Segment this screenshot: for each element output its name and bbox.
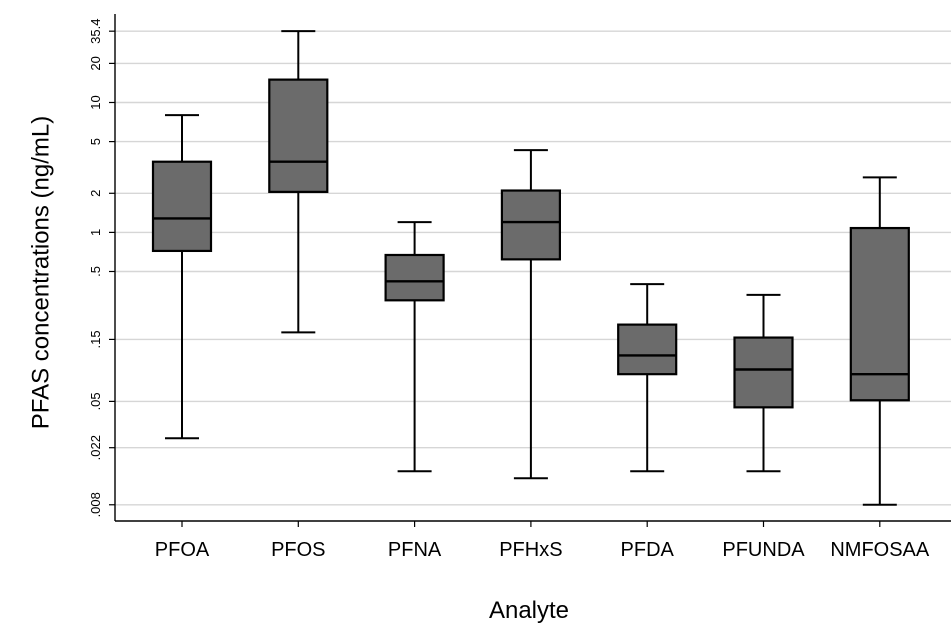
y-tick-label: .15 bbox=[88, 330, 103, 348]
x-tick-label: PFOA bbox=[155, 539, 210, 561]
box-plot-pfoa bbox=[151, 114, 213, 440]
box-plot-pfos bbox=[268, 30, 329, 334]
x-tick-label: PFHxS bbox=[499, 539, 562, 561]
box-plot-pfda bbox=[617, 283, 678, 473]
y-tick-label: 1 bbox=[88, 229, 103, 236]
iqr-box bbox=[733, 336, 794, 409]
y-axis-ticks: .008 .022 .05 .15 .5 1 2 5 10 20 35.4 bbox=[88, 19, 115, 517]
iqr-box bbox=[151, 160, 213, 253]
box-plot-pfunda bbox=[733, 293, 794, 473]
box-plot-nmfosaa bbox=[849, 176, 910, 506]
grid-lines bbox=[115, 30, 951, 506]
iqr-box bbox=[617, 323, 678, 376]
y-tick-label: .022 bbox=[88, 435, 103, 460]
iqr-box bbox=[500, 189, 561, 261]
x-axis-title: Analyte bbox=[489, 597, 569, 624]
y-axis-title: PFAS concentrations (ng/mL) bbox=[27, 116, 54, 429]
y-tick-label: 35.4 bbox=[88, 19, 103, 44]
box-plot-pfhxs bbox=[500, 149, 561, 480]
axes bbox=[114, 14, 951, 522]
x-tick-label: PFOS bbox=[271, 539, 325, 561]
box-plot-pfna bbox=[384, 221, 445, 473]
x-tick-label: PFNA bbox=[388, 539, 442, 561]
x-tick-label: PFUNDA bbox=[722, 539, 805, 561]
x-tick-label: PFDA bbox=[621, 539, 675, 561]
y-tick-label: 5 bbox=[88, 138, 103, 145]
x-axis-ticks: PFOA PFOS PFNA PFHxS PFDA PFUNDA NMFOSAA bbox=[155, 521, 930, 561]
iqr-box bbox=[268, 78, 329, 193]
iqr-box bbox=[849, 226, 910, 402]
iqr-box bbox=[384, 253, 445, 302]
y-tick-label: .5 bbox=[88, 266, 103, 277]
y-tick-label: .008 bbox=[88, 492, 103, 517]
y-tick-label: 20 bbox=[88, 56, 103, 70]
y-tick-label: .05 bbox=[88, 392, 103, 410]
y-tick-label: 10 bbox=[88, 95, 103, 109]
x-tick-label: NMFOSAA bbox=[830, 539, 930, 561]
box-series bbox=[151, 30, 910, 506]
y-tick-label: 2 bbox=[88, 190, 103, 197]
